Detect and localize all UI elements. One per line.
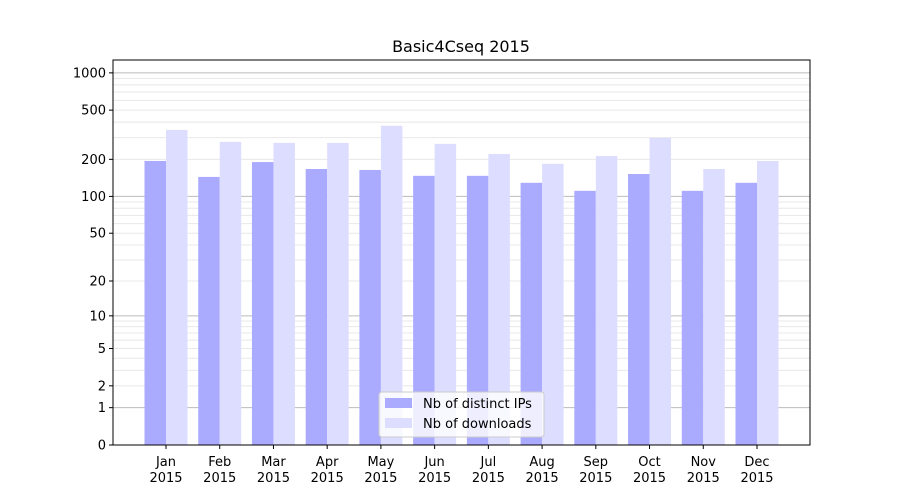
legend-label: Nb of distinct IPs [423, 397, 532, 412]
y-tick-label: 20 [89, 275, 106, 290]
bar-downloads [542, 163, 564, 445]
bar-downloads [219, 141, 242, 445]
x-tick-label: Dec 2015 [740, 455, 773, 486]
legend-swatch [385, 418, 412, 428]
y-tick-label: 100 [81, 190, 106, 205]
bar-downloads [434, 143, 457, 445]
bar-distinct-ips [735, 182, 757, 445]
x-tick-label: Sep 2015 [579, 455, 612, 486]
plot-frame [112, 59, 811, 446]
legend-label: Nb of downloads [423, 417, 532, 432]
x-tick-label: Jul 2015 [472, 455, 505, 486]
y-tick-label: 2 [98, 379, 106, 394]
bar-distinct-ips [466, 175, 489, 445]
bar-distinct-ips [520, 182, 543, 445]
bar-distinct-ips [251, 162, 274, 446]
bar-distinct-ips [198, 176, 220, 445]
bar-distinct-ips [359, 169, 381, 446]
x-tick-label: Aug 2015 [526, 455, 559, 486]
bar-downloads [649, 137, 672, 445]
bar-distinct-ips [144, 160, 166, 446]
x-tick-label: Oct 2015 [633, 455, 666, 486]
x-tick-label: Apr 2015 [311, 455, 344, 486]
legend-swatch [385, 398, 412, 408]
x-tick-label: Nov 2015 [687, 455, 720, 486]
y-tick-label: 200 [81, 153, 106, 168]
bar-downloads [595, 155, 618, 445]
y-tick-label: 1 [98, 401, 106, 416]
bar-downloads [166, 129, 188, 445]
bar-downloads [327, 142, 349, 445]
legend: Nb of distinct IPs Nb of downloads [378, 391, 545, 438]
y-tick-label: 50 [89, 227, 106, 242]
bar-downloads [757, 160, 779, 446]
bar-distinct-ips [413, 175, 435, 445]
x-tick-label: Feb 2015 [203, 455, 236, 486]
bar-distinct-ips [574, 190, 596, 445]
bar-distinct-ips [628, 174, 650, 445]
bar-downloads [273, 142, 295, 445]
chart-title: Basic4Cseq 2015 [392, 37, 530, 56]
bar-downloads [703, 169, 725, 445]
y-tick-label: 500 [81, 104, 106, 119]
x-tick-label: Jan 2015 [149, 455, 182, 486]
y-tick-label: 1000 [73, 66, 106, 81]
bar-distinct-ips [681, 190, 704, 445]
bar-downloads [488, 153, 510, 446]
y-tick-label: 5 [98, 342, 106, 357]
legend-box [378, 391, 545, 438]
x-tick-label: Mar 2015 [257, 455, 290, 486]
y-tick-label: 0 [98, 439, 106, 454]
y-tick-label: 10 [89, 309, 106, 324]
bar-downloads [380, 125, 403, 446]
x-tick-label: May 2015 [364, 455, 397, 486]
bar-distinct-ips [305, 169, 328, 445]
x-tick-label: Jun 2015 [418, 455, 451, 486]
